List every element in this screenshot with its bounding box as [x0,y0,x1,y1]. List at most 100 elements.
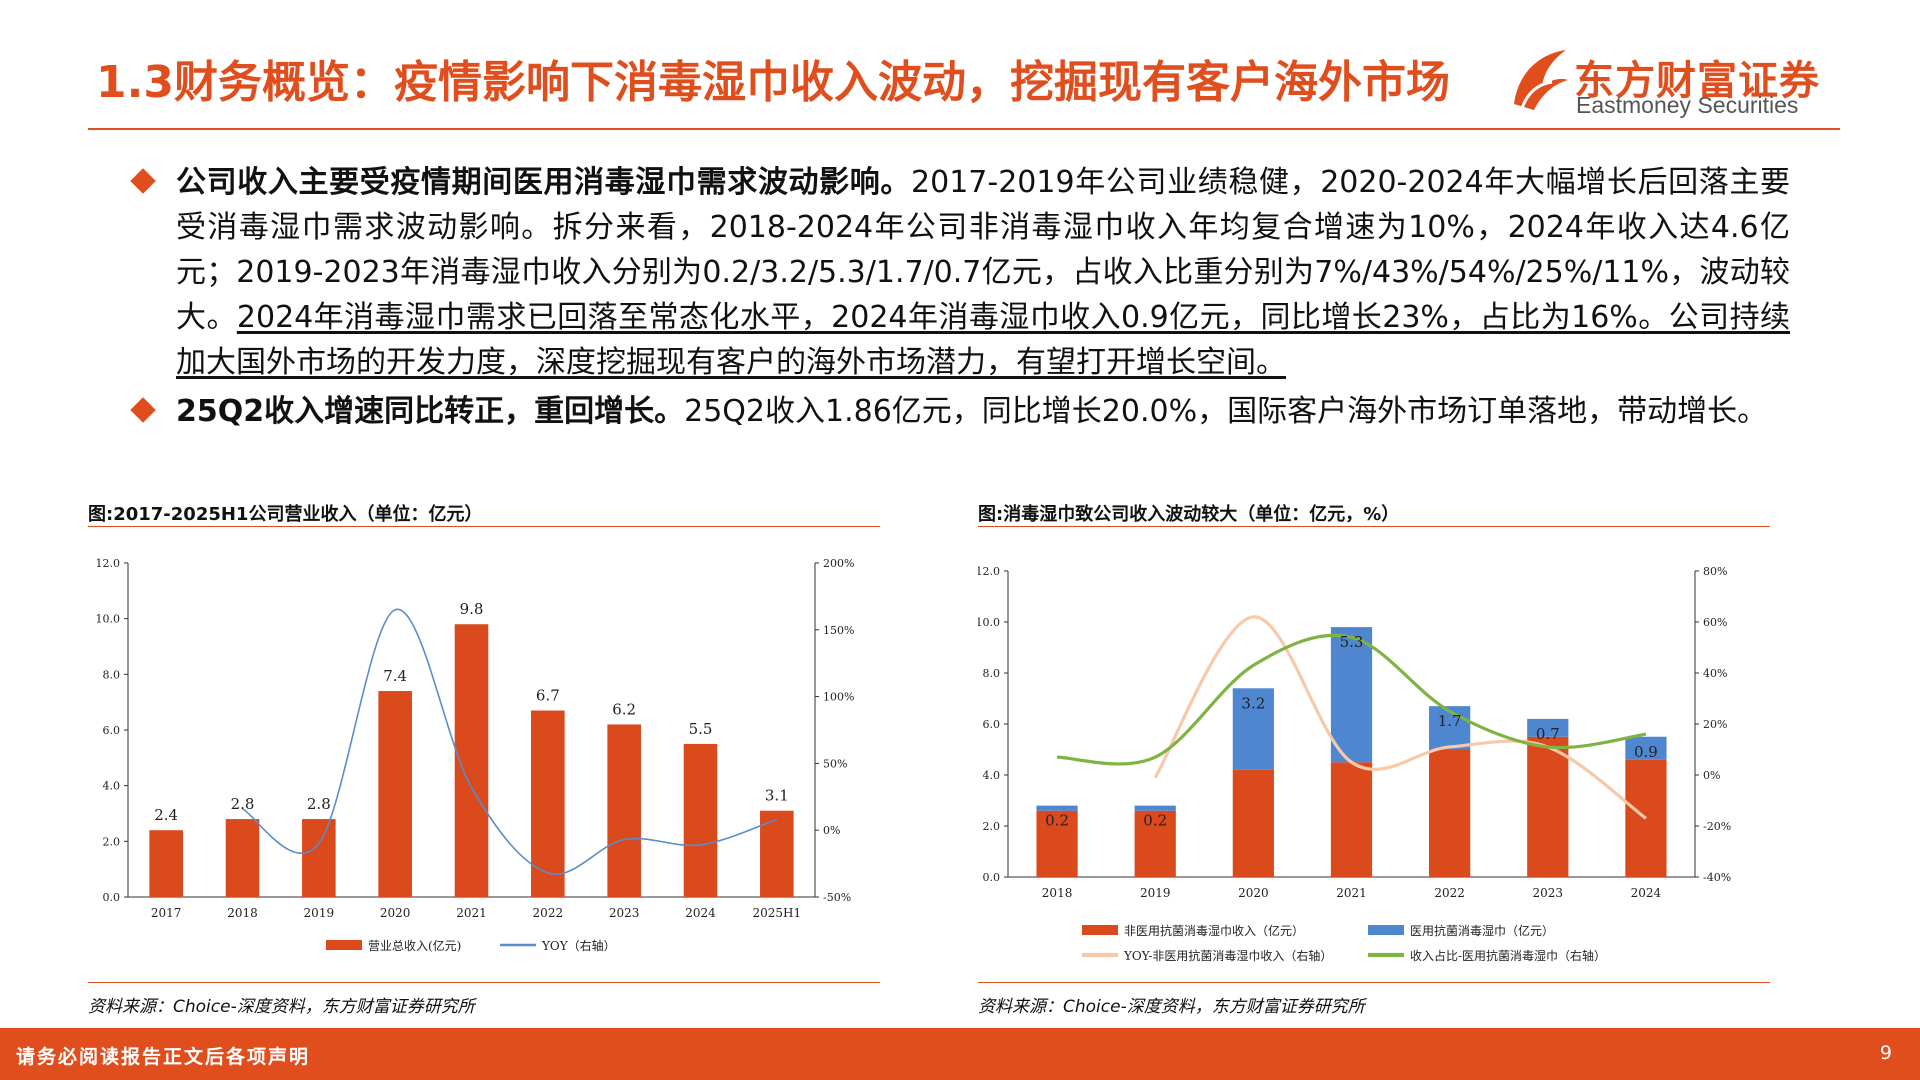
bullet-list: 公司收入主要受疫情期间医用消毒湿巾需求波动影响。2017-2019年公司业绩稳健… [130,160,1790,438]
bar [1036,810,1078,877]
y-tick-label: 6.0 [103,724,121,737]
header-divider [88,128,1840,130]
legend-label: 营业总收入(亿元) [368,938,461,953]
y2-tick-label: 200% [823,557,854,570]
data-label: 2.4 [154,806,178,824]
legend-label: YOY（右轴） [541,938,616,953]
bar [1134,810,1176,877]
y-tick-label: 8.0 [103,668,121,681]
x-tick-label: 2022 [533,906,564,920]
bar [1036,805,1078,811]
bar [607,724,641,897]
x-tick-label: 2020 [1238,886,1269,900]
eastmoney-logo: 东方财富证券 Eastmoney Securities [1508,44,1838,124]
y-tick-label: 0.0 [103,891,121,904]
bar [1330,762,1373,877]
data-label: 7.4 [383,667,407,685]
data-label: 3.1 [765,787,789,805]
bar [302,819,336,897]
x-tick-label: 2023 [609,906,640,920]
y-tick-label: 2.0 [983,820,1001,833]
eastmoney-bird-icon [1514,50,1568,110]
bar [225,819,260,897]
page-title: 1.3财务概览：疫情影响下消毒湿巾收入波动，挖掘现有客户海外市场 [96,57,1450,108]
bullet-bold-text: 25Q2收入增速同比转正，重回增长。 [176,394,685,429]
y-tick-label: 0.0 [983,871,1001,884]
y2-tick-label: 50% [823,757,847,770]
data-label: 0.9 [1634,743,1658,761]
bullet-item: 25Q2收入增速同比转正，重回增长。25Q2收入1.86亿元，同比增长20.0%… [130,389,1790,434]
bullet-underlined-text: 2024年消毒湿巾需求已回落至常态化水平，2024年消毒湿巾收入0.9亿元，同比… [176,300,1791,380]
bullet-text: 25Q2收入1.86亿元，同比增长20.0%，国际客户海外市场订单落地，带动增长… [684,394,1768,429]
legend-swatch [1368,925,1404,935]
bar [1527,718,1569,737]
x-tick-label: 2019 [304,906,335,920]
legend-swatch [1082,925,1118,935]
figure2-source: 资料来源：Choice-深度资料，东方财富证券研究所 [978,997,1365,1017]
footer-bar: 请务必阅读报告正文后各项声明 9 [0,1028,1920,1080]
y-tick-label: 2.0 [103,835,121,848]
legend-swatch [326,940,362,950]
bullet-bold-text: 公司收入主要受疫情期间医用消毒湿巾需求波动影响。 [176,165,912,200]
x-tick-label: 2021 [456,906,487,920]
figure2-source-rule [978,982,1770,983]
bar [531,710,565,897]
bar [378,691,412,897]
y-tick-label: 12.0 [96,557,121,570]
revenue-chart: 0.0 2.0 4.0 6.0 8.0 10.0 12.0 -50% 0% 50% 100% 150%… [96,557,855,953]
diamond-bullet-icon [130,397,156,423]
series-line [1057,633,1647,766]
series-line [1153,615,1647,820]
wipes-revenue-chart: 0.0 2.0 4.0 6.0 8.0 10.0 12.0 -40% -20% 0% 20% 40% 6… [978,565,1731,963]
y2-tick-label: 0% [1703,769,1720,782]
y2-tick-label: 0% [823,824,840,837]
x-tick-label: 2018 [227,906,258,920]
y-tick-label: 8.0 [983,667,1001,680]
x-tick-label: 2022 [1434,886,1465,900]
y2-tick-label: 150% [823,624,854,637]
x-tick-label: 2024 [1631,886,1662,900]
figure1-source: 资料来源：Choice-深度资料，东方财富证券研究所 [88,997,475,1017]
data-label: 0.7 [1536,725,1560,743]
bar [1625,736,1667,760]
disclaimer-note: 请务必阅读报告正文后各项声明 [16,1046,311,1068]
legend-label: 医用抗菌消毒湿巾（亿元） [1410,923,1554,938]
figure1-source-rule [88,982,880,983]
bar [1429,706,1471,750]
y-tick-label: 10.0 [96,613,121,626]
data-label: 5.3 [1340,633,1364,651]
x-tick-label: 2023 [1533,886,1564,900]
logo-cn-text: 东方财富证券 [1574,58,1820,104]
x-tick-label: 2017 [151,906,182,920]
series-line [242,608,778,876]
bar [1232,688,1274,770]
data-label: 9.8 [460,600,484,618]
data-label: 3.2 [1241,694,1265,712]
x-tick-label: 2021 [1336,886,1367,900]
bullet-item: 公司收入主要受疫情期间医用消毒湿巾需求波动影响。2017-2019年公司业绩稳健… [130,160,1790,385]
legend-label: 非医用抗菌消毒湿巾收入（亿元） [1124,923,1304,938]
bar [760,810,794,897]
data-label: 2.8 [307,795,331,813]
y-tick-label: 10.0 [978,616,1000,629]
figure1-caption: 图:2017-2025H1公司营业收入（单位：亿元） [88,504,483,525]
page-number: 9 [1879,1042,1892,1064]
y-tick-label: 12.0 [978,565,1000,578]
data-label: 2.8 [231,795,255,813]
data-label: 0.2 [1045,812,1069,830]
y2-tick-label: 100% [823,691,854,704]
data-label: 1.7 [1438,712,1462,730]
diamond-bullet-icon [130,168,156,194]
legend-label: YOY-非医用抗菌消毒湿巾收入（右轴） [1123,948,1332,963]
figure2-caption-rule [978,526,1770,527]
y2-tick-label: -50% [823,891,851,904]
bar [1134,805,1176,811]
y-tick-label: 4.0 [983,769,1001,782]
data-label: 6.2 [612,700,636,718]
x-tick-label: 2025H1 [753,906,802,920]
bar [1232,769,1274,877]
data-label: 5.5 [689,720,713,738]
x-tick-label: 2019 [1140,886,1171,900]
y2-tick-label: 20% [1703,718,1727,731]
y-tick-label: 4.0 [103,780,121,793]
